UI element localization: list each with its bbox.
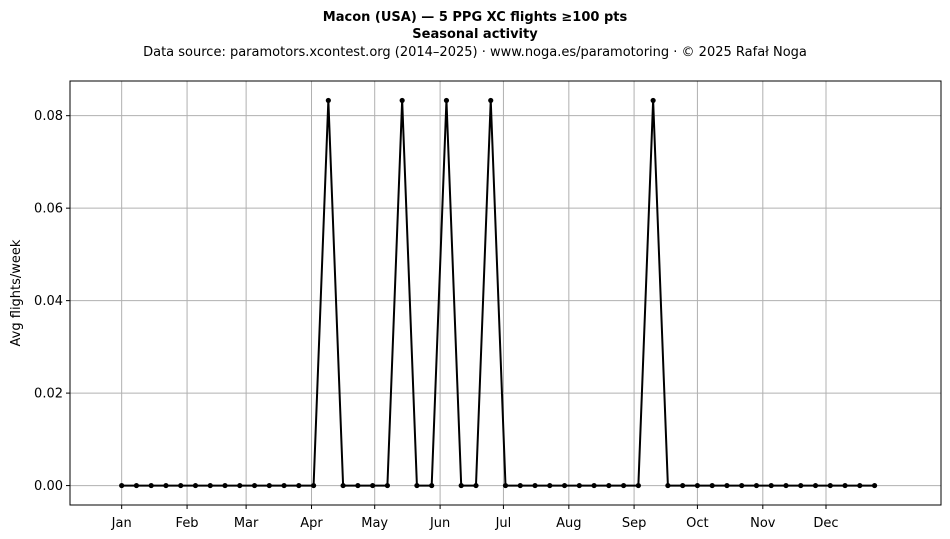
- data-point: [207, 482, 213, 489]
- data-point: [502, 482, 509, 489]
- data-point: [119, 482, 125, 489]
- data-point: [709, 482, 715, 489]
- data-point: [237, 482, 243, 489]
- data-point: [443, 97, 450, 104]
- data-point: [694, 482, 701, 489]
- data-point: [340, 482, 346, 489]
- data-point: [680, 482, 686, 489]
- y-tick-label: 0.02: [34, 387, 63, 402]
- data-point: [384, 482, 390, 489]
- data-point: [266, 482, 272, 489]
- data-point: [399, 97, 405, 104]
- data-point: [281, 482, 287, 489]
- series-line: [121, 99, 875, 487]
- data-point: [488, 97, 494, 104]
- data-point: [325, 97, 331, 104]
- data-point: [310, 482, 317, 489]
- data-point: [163, 482, 169, 489]
- data-point: [606, 482, 612, 489]
- data-point: [429, 482, 435, 489]
- x-tick-label: Oct: [686, 516, 708, 531]
- chart-source-note: Data source: paramotors.xcontest.org (20…: [143, 45, 807, 60]
- y-axis-label: Avg flights/week: [9, 239, 24, 346]
- data-point: [724, 482, 730, 489]
- x-tick-label: Nov: [750, 516, 776, 531]
- data-point: [133, 482, 140, 489]
- data-point: [812, 482, 819, 489]
- data-point: [768, 482, 774, 489]
- data-point: [635, 482, 641, 489]
- data-point: [473, 482, 479, 489]
- chart-subtitle: Seasonal activity: [412, 27, 538, 42]
- data-point: [517, 482, 523, 489]
- data-point: [192, 482, 199, 489]
- data-point: [532, 482, 538, 489]
- data-point: [414, 482, 420, 489]
- data-point: [857, 482, 863, 489]
- data-point: [148, 482, 154, 489]
- data-point: [842, 482, 848, 489]
- x-tick-label: Aug: [556, 516, 581, 531]
- data-point: [650, 97, 656, 104]
- y-tick-label: 0.00: [34, 479, 63, 494]
- x-tick-label: Jun: [429, 516, 450, 531]
- data-point: [296, 482, 302, 489]
- y-tick-label: 0.08: [34, 109, 63, 124]
- data-point: [591, 482, 597, 489]
- data-point: [355, 482, 361, 489]
- data-point: [222, 482, 228, 489]
- x-tick-label: Mar: [234, 516, 259, 531]
- data-point: [871, 482, 878, 489]
- data-point: [739, 482, 745, 489]
- x-tick-label: Sep: [622, 516, 647, 531]
- data-point: [547, 482, 553, 489]
- y-tick-label: 0.06: [34, 202, 63, 217]
- chart-title: Macon (USA) — 5 PPG XC flights ≥100 pts: [323, 10, 628, 25]
- data-point: [798, 482, 804, 489]
- data-point: [621, 482, 627, 489]
- y-tick-label: 0.04: [34, 294, 63, 309]
- x-tick-label: Apr: [300, 516, 323, 531]
- plot-area-frame: [69, 80, 942, 506]
- data-point: [783, 482, 789, 489]
- data-point: [827, 482, 833, 489]
- data-point: [576, 482, 582, 489]
- series-plot: [119, 97, 878, 489]
- axis-ticks: Jan Feb Mar Apr May Jun Jul Aug Sep Oct Nov Dec 0.00…: [34, 109, 839, 531]
- data-point: [561, 482, 568, 489]
- data-point: [665, 482, 671, 489]
- x-tick-label: Jul: [495, 516, 512, 531]
- data-point: [251, 482, 258, 489]
- data-point: [458, 482, 464, 489]
- data-point: [370, 482, 376, 489]
- data-point: [178, 482, 184, 489]
- grid: [70, 81, 941, 505]
- x-tick-label: Jan: [111, 516, 132, 531]
- x-tick-label: Dec: [813, 516, 838, 531]
- x-tick-label: May: [361, 516, 388, 531]
- data-point: [753, 482, 760, 489]
- x-tick-label: Feb: [176, 516, 199, 531]
